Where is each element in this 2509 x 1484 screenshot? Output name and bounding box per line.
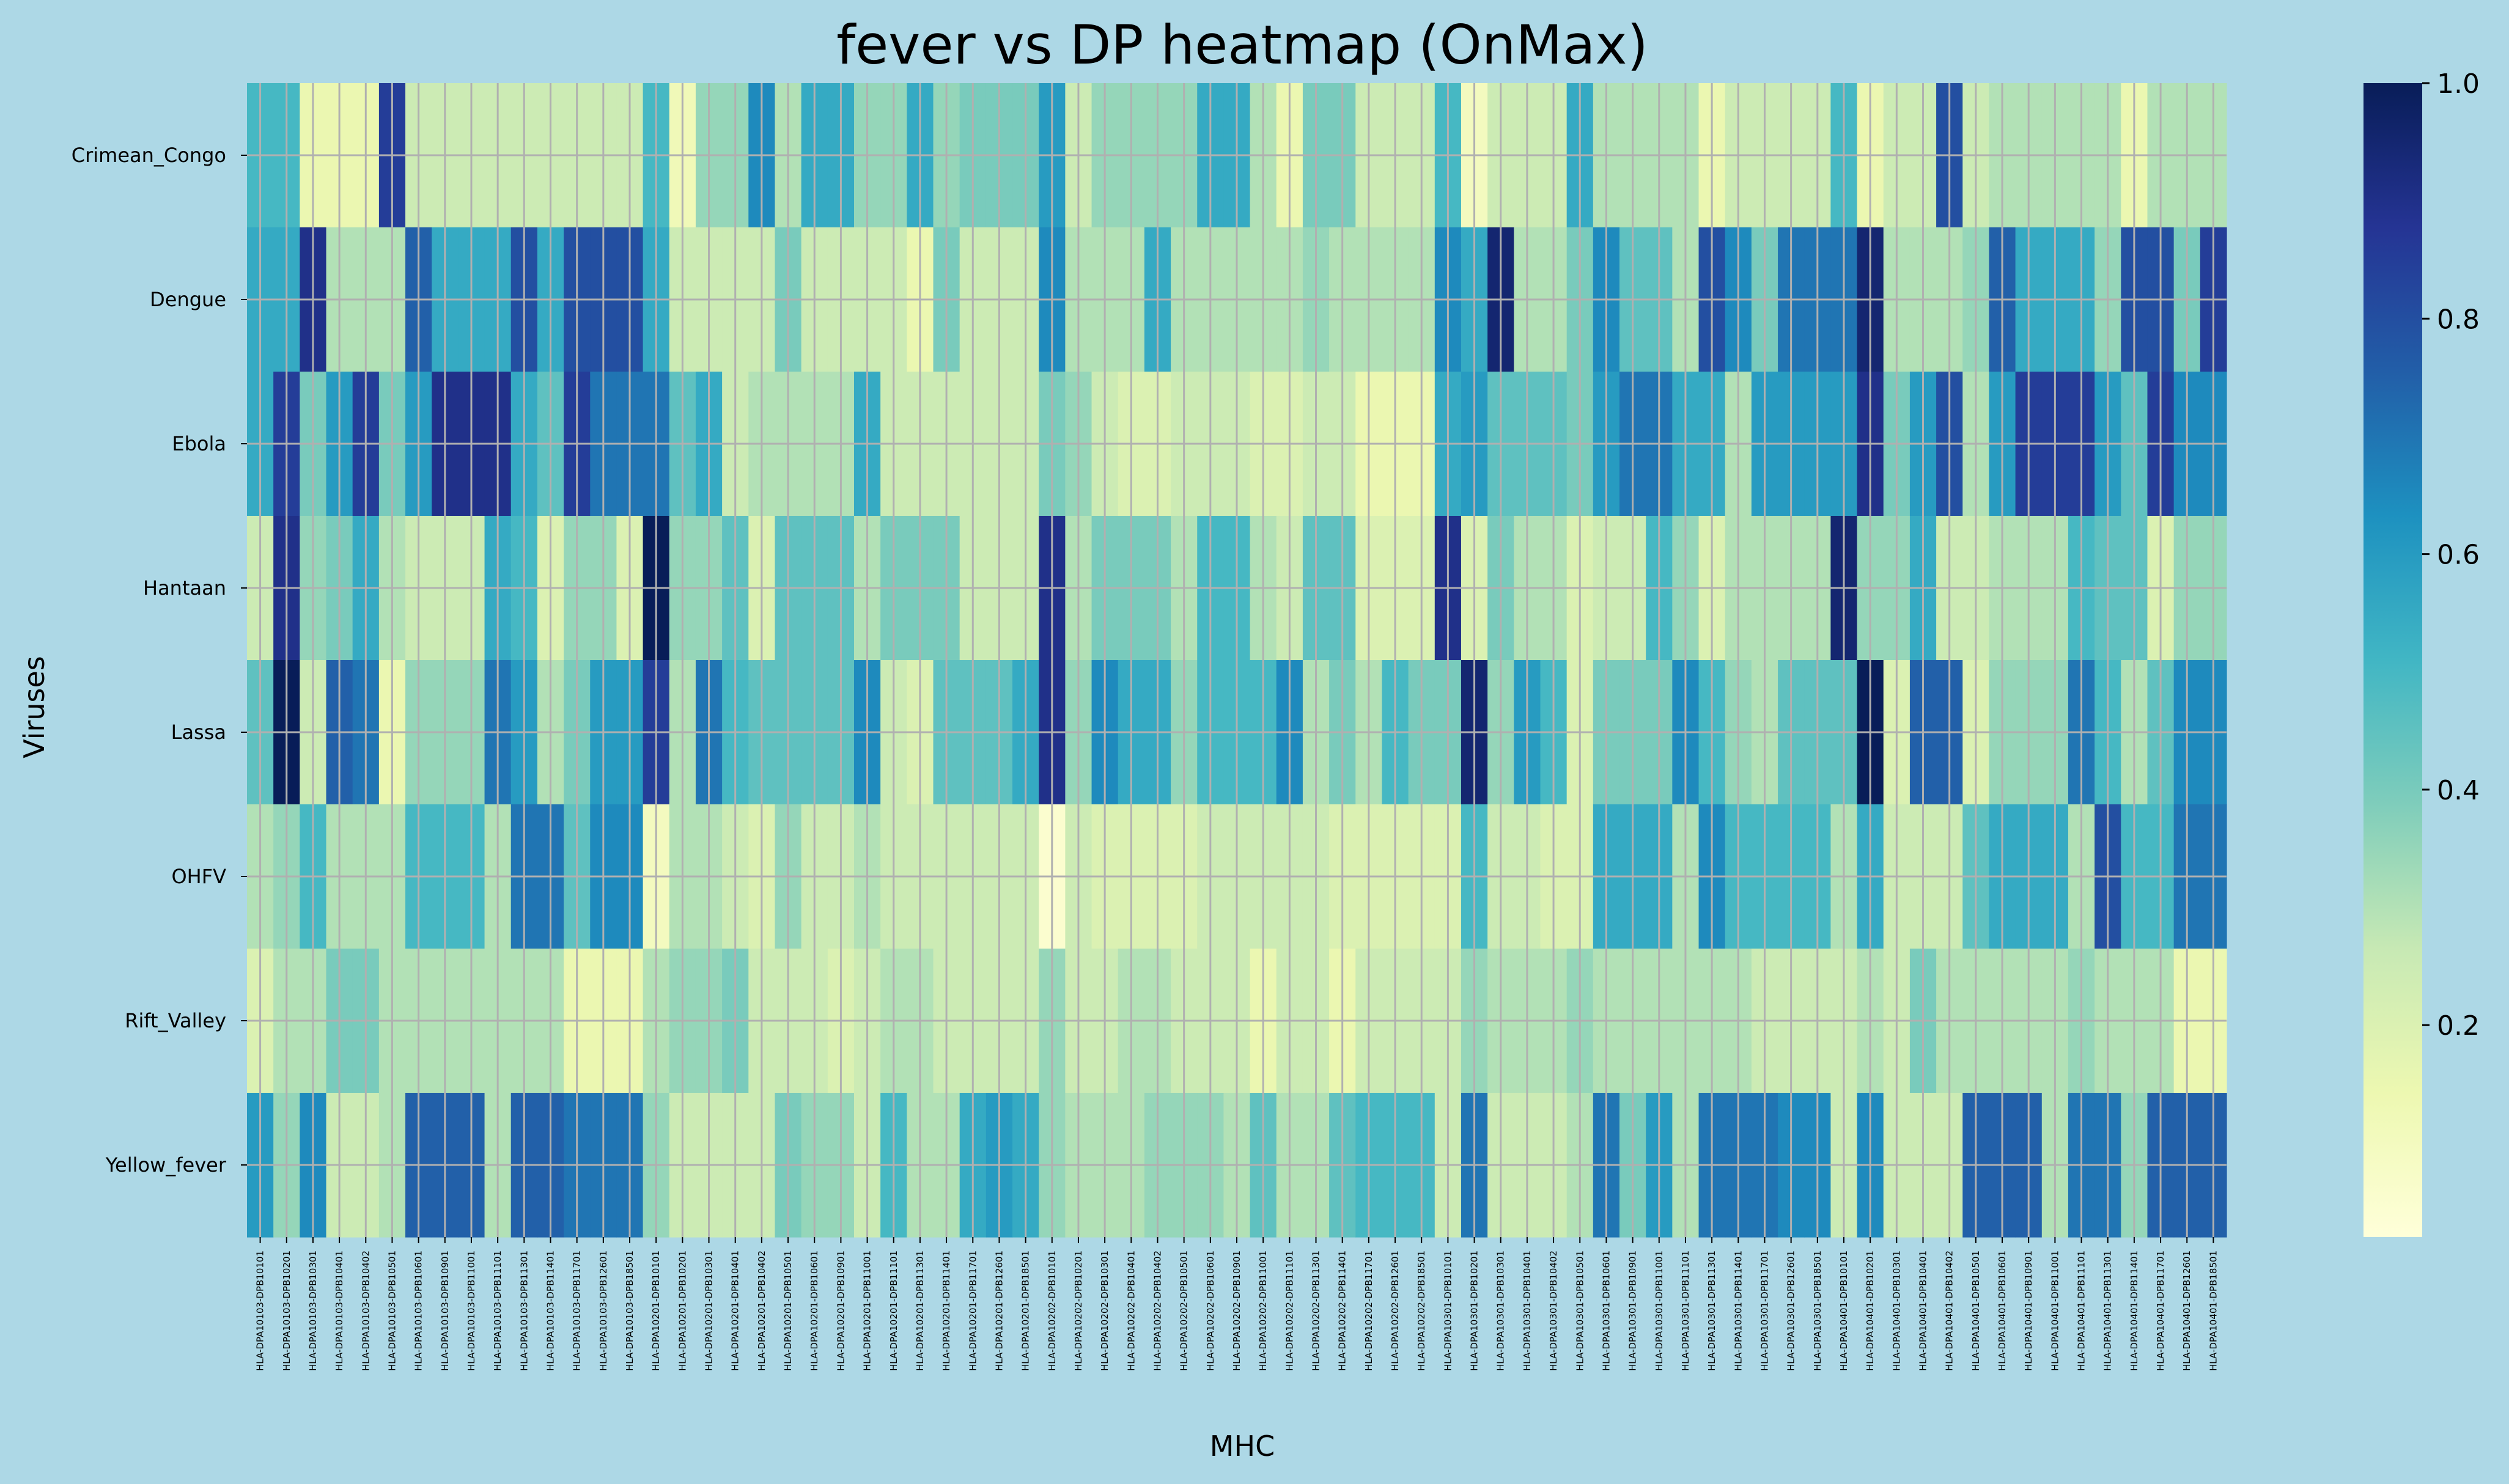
colorbar xyxy=(2363,83,2422,1237)
col-tick-label: HLA-DPA10202-DPB10401 xyxy=(1126,1251,1137,1371)
col-tick-label: HLA-DPA10301-DPB11001 xyxy=(1654,1251,1665,1371)
col-tick-label: HLA-DPA10401-DPB10601 xyxy=(1997,1251,2008,1371)
col-tick-label: HLA-DPA10103-DPB10601 xyxy=(413,1251,424,1371)
col-tick-label: HLA-DPA10103-DPB10301 xyxy=(308,1251,319,1371)
col-tick-label: HLA-DPA10103-DPB11701 xyxy=(572,1251,583,1371)
col-tick-label: HLA-DPA10301-DPB11401 xyxy=(1733,1251,1744,1371)
col-tick-label: HLA-DPA10301-DPB12601 xyxy=(1786,1251,1797,1371)
col-tick-label: HLA-DPA10103-DPB10201 xyxy=(281,1251,292,1371)
col-tick-label: HLA-DPA10201-DPB10101 xyxy=(650,1251,661,1371)
col-tick-label: HLA-DPA10401-DPB11001 xyxy=(2049,1251,2060,1371)
colorbar-tick-label: 0.6 xyxy=(2437,540,2480,571)
col-tick-label: HLA-DPA10301-DPB11701 xyxy=(1759,1251,1770,1371)
col-tick-label: HLA-DPA10202-DPB10402 xyxy=(1152,1251,1163,1371)
col-tick-label: HLA-DPA10202-DPB11701 xyxy=(1363,1251,1374,1371)
col-tick-label: HLA-DPA10201-DPB12601 xyxy=(993,1251,1004,1371)
col-tick-label: HLA-DPA10202-DPB12601 xyxy=(1390,1251,1401,1371)
col-tick-label: HLA-DPA10201-DPB11301 xyxy=(915,1251,926,1371)
col-tick-label: HLA-DPA10401-DPB11301 xyxy=(2102,1251,2113,1371)
row-tick-label: Ebola xyxy=(172,432,226,455)
col-tick-label: HLA-DPA10201-DPB10301 xyxy=(704,1251,715,1371)
row-ticks: Crimean_Congo Dengue Ebola Hantaan Lassa OHFV… xyxy=(72,144,247,1177)
col-tick-label: HLA-DPA10201-DPB10201 xyxy=(677,1251,688,1371)
col-tick-label: HLA-DPA10103-DPB10101 xyxy=(255,1251,266,1371)
col-tick-label: HLA-DPA10301-DPB18501 xyxy=(1812,1251,1823,1371)
row-tick-label: Rift_Valley xyxy=(125,1009,226,1032)
col-tick-label: HLA-DPA10301-DPB11301 xyxy=(1706,1251,1717,1371)
col-tick-label: HLA-DPA10202-DPB10901 xyxy=(1231,1251,1242,1371)
col-tick-label: HLA-DPA10401-DPB10101 xyxy=(1838,1251,1849,1371)
colorbar-tick-label: 0.8 xyxy=(2437,304,2480,335)
col-tick-label: HLA-DPA10103-DPB11401 xyxy=(545,1251,556,1371)
col-tick-label: HLA-DPA10301-DPB11101 xyxy=(1680,1251,1691,1371)
col-tick-label: HLA-DPA10202-DPB11401 xyxy=(1337,1251,1348,1371)
col-tick-label: HLA-DPA10202-DPB10501 xyxy=(1179,1251,1190,1371)
col-tick-label: HLA-DPA10202-DPB10601 xyxy=(1205,1251,1216,1371)
x-axis-label: MHC xyxy=(1210,1430,1275,1463)
col-tick-label: HLA-DPA10103-DPB10501 xyxy=(386,1251,397,1371)
col-tick-label: HLA-DPA10202-DPB11001 xyxy=(1258,1251,1269,1371)
colorbar-tick-label: 1.0 xyxy=(2437,68,2480,100)
col-tick-label: HLA-DPA10201-DPB10601 xyxy=(809,1251,820,1371)
col-tick-label: HLA-DPA10202-DPB10101 xyxy=(1047,1251,1058,1371)
col-tick-label: HLA-DPA10103-DPB11301 xyxy=(518,1251,529,1371)
col-tick-label: HLA-DPA10201-DPB11001 xyxy=(862,1251,873,1371)
col-tick-label: HLA-DPA10103-DPB12601 xyxy=(598,1251,609,1371)
col-tick-label: HLA-DPA10103-DPB11001 xyxy=(466,1251,477,1371)
colorbar-tick-label: 0.4 xyxy=(2437,775,2480,806)
col-tick-label: HLA-DPA10401-DPB10201 xyxy=(1865,1251,1876,1371)
col-tick-label: HLA-DPA10202-DPB11101 xyxy=(1284,1251,1295,1371)
col-tick-label: HLA-DPA10202-DPB11301 xyxy=(1311,1251,1322,1371)
col-tick-label: HLA-DPA10202-DPB10301 xyxy=(1099,1251,1110,1371)
col-tick-label: HLA-DPA10401-DPB18501 xyxy=(2208,1251,2219,1371)
row-tick-label: Crimean_Congo xyxy=(72,144,226,167)
col-tick-label: HLA-DPA10301-DPB10301 xyxy=(1495,1251,1506,1371)
col-tick-label: HLA-DPA10103-DPB18501 xyxy=(624,1251,635,1371)
col-tick-label: HLA-DPA10103-DPB10901 xyxy=(440,1251,451,1371)
col-tick-label: HLA-DPA10201-DPB10901 xyxy=(835,1251,846,1371)
col-tick-label: HLA-DPA10301-DPB10101 xyxy=(1442,1251,1453,1371)
col-tick-label: HLA-DPA10202-DPB18501 xyxy=(1416,1251,1427,1371)
col-tick-label: HLA-DPA10103-DPB11101 xyxy=(492,1251,503,1371)
col-tick-label: HLA-DPA10301-DPB10601 xyxy=(1601,1251,1612,1371)
col-tick-label: HLA-DPA10401-DPB11701 xyxy=(2155,1251,2166,1371)
col-tick-label: HLA-DPA10201-DPB10401 xyxy=(730,1251,741,1371)
col-tick-label: HLA-DPA10201-DPB10501 xyxy=(783,1251,794,1371)
col-tick-label: HLA-DPA10201-DPB11701 xyxy=(967,1251,978,1371)
col-tick-label: HLA-DPA10301-DPB10201 xyxy=(1469,1251,1480,1371)
col-tick-label: HLA-DPA10401-DPB10402 xyxy=(1944,1251,1955,1371)
colorbar-tick-label: 0.2 xyxy=(2437,1010,2480,1041)
col-tick-label: HLA-DPA10401-DPB10901 xyxy=(2023,1251,2034,1371)
col-tick-label: HLA-DPA10201-DPB18501 xyxy=(1020,1251,1031,1371)
col-tick-label: HLA-DPA10301-DPB10901 xyxy=(1627,1251,1638,1371)
col-tick-label: HLA-DPA10401-DPB10401 xyxy=(1918,1251,1929,1371)
row-tick-label: Lassa xyxy=(171,721,226,744)
col-tick-label: HLA-DPA10103-DPB10402 xyxy=(360,1251,371,1371)
col-tick-label: HLA-DPA10401-DPB10301 xyxy=(1891,1251,1902,1371)
row-tick-label: OHFV xyxy=(171,865,226,888)
col-tick-label: HLA-DPA10401-DPB12601 xyxy=(2181,1251,2192,1371)
col-tick-label: HLA-DPA10401-DPB10501 xyxy=(1970,1251,1981,1371)
row-tick-label: Hantaan xyxy=(143,576,226,600)
y-axis-label: Viruses xyxy=(18,656,51,759)
col-tick-label: HLA-DPA10301-DPB10401 xyxy=(1522,1251,1533,1371)
col-tick-label: HLA-DPA10202-DPB10201 xyxy=(1073,1251,1084,1371)
col-tick-label: HLA-DPA10201-DPB10402 xyxy=(756,1251,767,1371)
col-tick-label: HLA-DPA10301-DPB10402 xyxy=(1548,1251,1559,1371)
col-ticks: HLA-DPA10103-DPB10101 HLA-DPA10103-DPB102… xyxy=(255,1237,2219,1371)
col-tick-label: HLA-DPA10201-DPB11401 xyxy=(941,1251,952,1371)
colorbar-ticks: 0.2 0.4 0.6 0.8 1.0 xyxy=(2422,68,2480,1041)
col-tick-label: HLA-DPA10103-DPB10401 xyxy=(334,1251,345,1371)
row-tick-label: Yellow_fever xyxy=(105,1153,227,1177)
chart-title: fever vs DP heatmap (OnMax) xyxy=(836,13,1648,76)
row-tick-label: Dengue xyxy=(150,288,226,311)
heatmap-grid xyxy=(247,83,2227,1237)
col-tick-label: HLA-DPA10401-DPB11401 xyxy=(2129,1251,2140,1371)
col-tick-label: HLA-DPA10301-DPB10501 xyxy=(1574,1251,1585,1371)
col-tick-label: HLA-DPA10201-DPB11101 xyxy=(888,1251,899,1371)
col-tick-label: HLA-DPA10401-DPB11101 xyxy=(2076,1251,2087,1371)
